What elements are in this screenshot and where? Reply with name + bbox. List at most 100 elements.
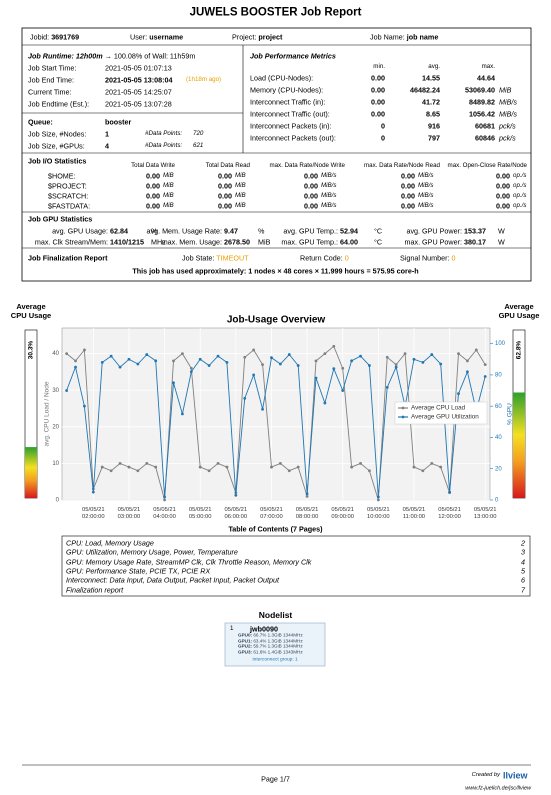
io-unit: op./s: [513, 201, 527, 209]
io-unit: op./s: [513, 181, 527, 189]
perf-unit: pck/s: [499, 133, 516, 143]
text-part: Job State:: [182, 253, 215, 263]
text-part: 0: [344, 253, 349, 263]
series-point: [412, 465, 416, 469]
series-point: [243, 355, 247, 359]
perf-value: 1056.42: [469, 109, 495, 119]
dp-label: #Data Points:: [145, 129, 183, 137]
series-point: [252, 373, 256, 377]
io-value: 0.00: [401, 171, 415, 181]
text-part: 3691769: [51, 32, 80, 42]
gauge-title: Average CPU Usage: [11, 302, 51, 320]
io-title: Job I/O Statistics: [28, 156, 87, 166]
series-point: [341, 389, 345, 392]
series-point: [439, 465, 443, 469]
series-point: [65, 352, 69, 356]
series-point: [465, 370, 469, 374]
perf-value: 41.72: [422, 97, 440, 107]
runtime: Job Runtime: 12h00m → 100.08% of Wall: 1…: [28, 52, 195, 59]
io-unit: MiB: [163, 201, 174, 209]
gpu-unit: °C: [374, 237, 383, 247]
x-tick-label: 05/05/21 04:00:00: [153, 507, 176, 520]
perf-value: 60846: [475, 133, 495, 143]
gpu-value: 2678.50: [224, 237, 250, 247]
perf-value: 53069.40: [465, 85, 495, 95]
perf-value: 8.65: [426, 109, 440, 119]
gpu-value: 1410/1215: [110, 237, 144, 247]
toc-entry: Interconnect: Data Input, Data Output, P…: [66, 575, 279, 585]
io-value: 0.00: [496, 191, 510, 201]
series-point: [109, 354, 113, 358]
gpu-unit: W: [498, 237, 505, 247]
io-value: 0.00: [146, 171, 160, 181]
created-by: Created by: [471, 772, 500, 779]
series-point: [261, 363, 264, 366]
y2-tick-label: 0: [495, 498, 499, 504]
io-unit: op./s: [513, 191, 527, 199]
text-part: GPU0:: [238, 632, 253, 638]
series-point: [145, 462, 149, 465]
text-part: 1.3GiB: [267, 643, 282, 649]
series-point: [332, 367, 336, 371]
io-label: $PROJECT:: [48, 181, 87, 191]
text-part: 1343MHz: [282, 649, 303, 655]
final-item: Return Code: 0: [300, 254, 349, 261]
series-point: [394, 363, 398, 366]
text-part: GPU1:: [238, 638, 253, 644]
time-label: Current Time:: [28, 87, 72, 97]
text-part: GPU2:: [238, 643, 253, 649]
gpu-label: avg. GPU Power:: [406, 226, 462, 236]
text-part: Return Code:: [300, 253, 343, 263]
gpu-row: GPU3: 61.6% 1.4GiB 1343MHz: [238, 649, 303, 656]
series-point: [163, 495, 166, 499]
gpu-label: max. Mem. Usage:: [161, 237, 222, 247]
perf-header: max.: [481, 62, 495, 70]
perf-value: 0.00: [371, 85, 385, 95]
series-point: [287, 469, 291, 473]
io-value: 0.00: [304, 191, 318, 201]
io-unit: op./s: [513, 171, 527, 179]
series-point: [127, 465, 131, 469]
series-point: [270, 465, 273, 469]
perf-value: 0.00: [371, 73, 385, 83]
gpu-value: 64.00: [340, 237, 358, 247]
series-point: [474, 348, 478, 352]
series-point: [252, 348, 256, 352]
job-field: Job Name: job name: [370, 33, 438, 40]
series-point: [207, 469, 211, 473]
series-point: [145, 353, 149, 356]
perf-value: 60681: [475, 121, 495, 131]
io-unit: MiB: [163, 181, 174, 189]
io-unit: MiB/s: [321, 171, 337, 179]
text-part: Jobid:: [30, 32, 50, 42]
gpu-value: 380.17: [464, 237, 486, 247]
x-tick-label: 05/05/21 07:00:00: [260, 507, 283, 520]
x-tick-label: 05/05/21 10:00:00: [367, 507, 390, 520]
io-value: 0.00: [146, 181, 160, 191]
series-point: [181, 412, 184, 416]
io-value: 0.00: [304, 181, 318, 191]
toc-title: Table of Contents (7 Pages): [228, 524, 323, 534]
series-point: [296, 465, 300, 469]
io-value: 0.00: [146, 201, 160, 211]
text-part: 1.3GiB: [267, 638, 282, 644]
time-label: Job End Time:: [28, 75, 74, 85]
text-part: username: [149, 32, 184, 42]
size-label: Job Size, #GPUs:: [28, 141, 85, 151]
x-tick-label: 05/05/21 08:00:00: [296, 507, 319, 520]
series-point: [465, 359, 469, 363]
final-item: Signal Number: 0: [400, 254, 456, 261]
series-point: [323, 352, 327, 356]
page-number: Page 1/7: [261, 774, 290, 784]
chart-title: Job-Usage Overview: [227, 315, 326, 326]
io-header: max. Data Rate/Node Write: [269, 161, 345, 169]
node-group: Interconnect group: 1: [252, 657, 298, 663]
io-label: $FASTDATA:: [48, 201, 91, 211]
io-value: 0.00: [304, 171, 318, 181]
size-value: 1: [105, 129, 109, 139]
time-label: Job Endtime (Est.):: [28, 99, 90, 109]
toc-entry: Finalization report: [66, 584, 124, 594]
series-line: [66, 353, 486, 497]
io-unit: MiB: [235, 191, 246, 199]
